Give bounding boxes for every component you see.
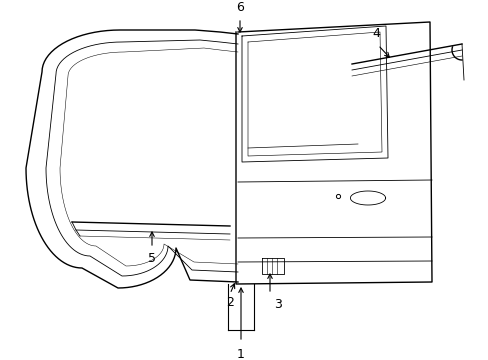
Text: 3: 3 <box>273 298 281 311</box>
Text: 1: 1 <box>237 348 244 360</box>
Text: 2: 2 <box>225 296 233 309</box>
Text: 5: 5 <box>148 252 156 265</box>
Text: 6: 6 <box>236 1 244 14</box>
Text: 4: 4 <box>371 27 379 40</box>
